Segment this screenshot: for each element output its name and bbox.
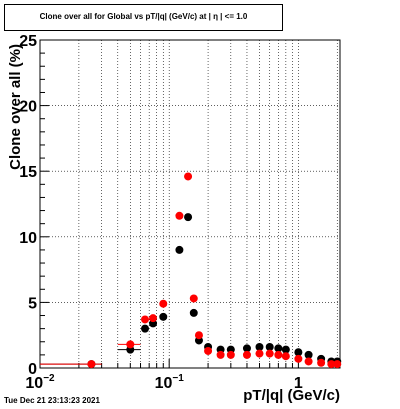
black-data-point bbox=[274, 344, 283, 353]
black-data-point bbox=[281, 345, 290, 354]
black-data-point bbox=[184, 213, 193, 222]
black-data-point bbox=[189, 308, 198, 317]
y-axis-label: Clone over all (%) bbox=[7, 44, 24, 170]
red-data-point bbox=[317, 358, 326, 367]
timestamp: Tue Dec 21 23:13:23 2021 bbox=[4, 396, 100, 405]
red-data-point bbox=[333, 360, 342, 369]
y-tick-label: 15 bbox=[19, 164, 37, 181]
red-data-point bbox=[175, 211, 184, 220]
red-data-point bbox=[255, 349, 264, 358]
x-axis-label: pT/|q| (GeV/c) bbox=[243, 387, 340, 404]
red-data-point bbox=[149, 314, 158, 323]
red-data-point bbox=[141, 315, 150, 324]
red-data-point bbox=[159, 299, 168, 308]
black-data-point bbox=[242, 344, 251, 353]
red-data-point bbox=[184, 172, 193, 181]
black-data-point bbox=[159, 312, 168, 321]
black-data-point bbox=[175, 245, 184, 254]
y-tick-label: 10 bbox=[19, 230, 37, 247]
x-tick-label: 10−1 bbox=[155, 373, 185, 392]
plot-title: Clone over all for Global vs pT/|q| (GeV… bbox=[39, 12, 248, 21]
tick-labels: 0 5 10 15 20 25 10−2 10−1 1 bbox=[19, 33, 303, 392]
red-data-point bbox=[194, 331, 203, 340]
black-data-point bbox=[255, 343, 264, 352]
red-data-point bbox=[242, 350, 251, 359]
black-data-point bbox=[141, 324, 150, 333]
red-data-point bbox=[204, 346, 213, 355]
x-tick-label: 10−2 bbox=[25, 373, 55, 392]
x-tick-label: 1 bbox=[294, 375, 303, 392]
red-data-point bbox=[265, 349, 274, 358]
black-data-point bbox=[265, 343, 274, 352]
red-data-point bbox=[226, 350, 235, 359]
y-tick-label: 20 bbox=[19, 99, 37, 116]
red-data-point bbox=[216, 350, 225, 359]
grid bbox=[39, 40, 340, 368]
axis-ticks bbox=[39, 39, 338, 369]
y-tick-label: 0 bbox=[28, 361, 37, 378]
y-tick-label: 5 bbox=[28, 295, 37, 312]
title-box: Clone over all for Global vs pT/|q| (GeV… bbox=[4, 4, 283, 31]
red-data-point bbox=[274, 350, 283, 359]
red-data-point bbox=[126, 340, 135, 349]
red-data-point bbox=[189, 294, 198, 303]
data-points bbox=[40, 172, 342, 369]
red-data-point bbox=[304, 357, 313, 366]
black-data-point bbox=[294, 348, 303, 357]
red-data-point bbox=[281, 352, 290, 361]
black-data-point bbox=[304, 350, 313, 359]
red-data-point bbox=[87, 360, 96, 369]
red-data-point bbox=[294, 354, 303, 363]
y-tick-label: 25 bbox=[19, 33, 37, 50]
red-data-point bbox=[327, 360, 336, 369]
plot-frame bbox=[39, 39, 341, 369]
